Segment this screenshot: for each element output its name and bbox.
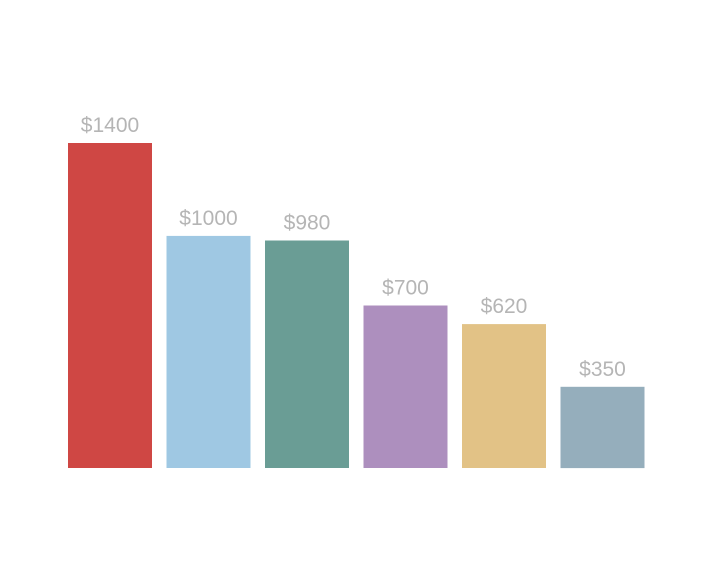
bar-1 — [68, 143, 152, 468]
bar-3 — [265, 240, 349, 468]
bar-value-label-3: $980 — [284, 212, 331, 235]
value-labels-group: $1400 $1000 $980 $700 $620 $350 — [81, 114, 626, 381]
bar-6 — [560, 386, 645, 469]
bar-value-label-5: $620 — [481, 295, 528, 318]
bar-value-label-6: $350 — [579, 358, 626, 381]
bar-value-label-1: $1400 — [81, 114, 139, 137]
bars-group — [68, 143, 645, 469]
bar-value-label-4: $700 — [382, 277, 429, 300]
bar-5 — [462, 324, 546, 468]
bar-2 — [166, 235, 251, 468]
bar-4 — [363, 305, 448, 468]
bar-value-label-2: $1000 — [179, 207, 237, 230]
